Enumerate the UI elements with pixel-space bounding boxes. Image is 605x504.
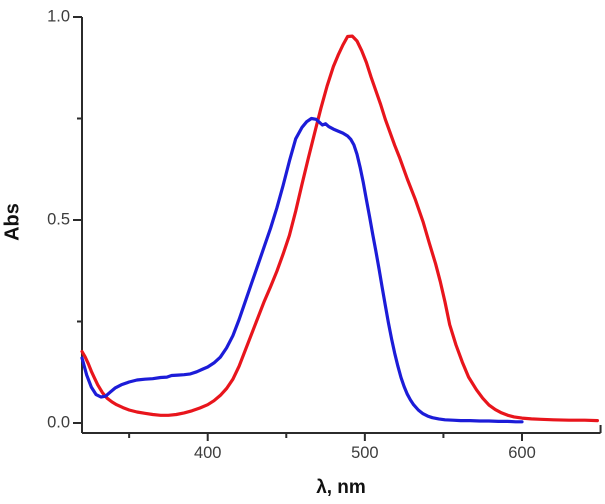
red-curve: [80, 34, 599, 423]
y-tick-label-0.5: 0.5: [47, 210, 70, 229]
x-axis-title: λ, nm: [316, 477, 366, 498]
x-tick-label-500: 500: [351, 444, 379, 462]
y-tick-label-1.0: 1.0: [47, 7, 70, 26]
blue-curve: [80, 116, 524, 424]
x-tick-label-400: 400: [193, 444, 222, 462]
y-axis-title: Abs: [1, 203, 24, 241]
y-tick-label-0.0: 0.0: [47, 413, 70, 432]
x-tick-label-600: 600: [508, 444, 536, 462]
